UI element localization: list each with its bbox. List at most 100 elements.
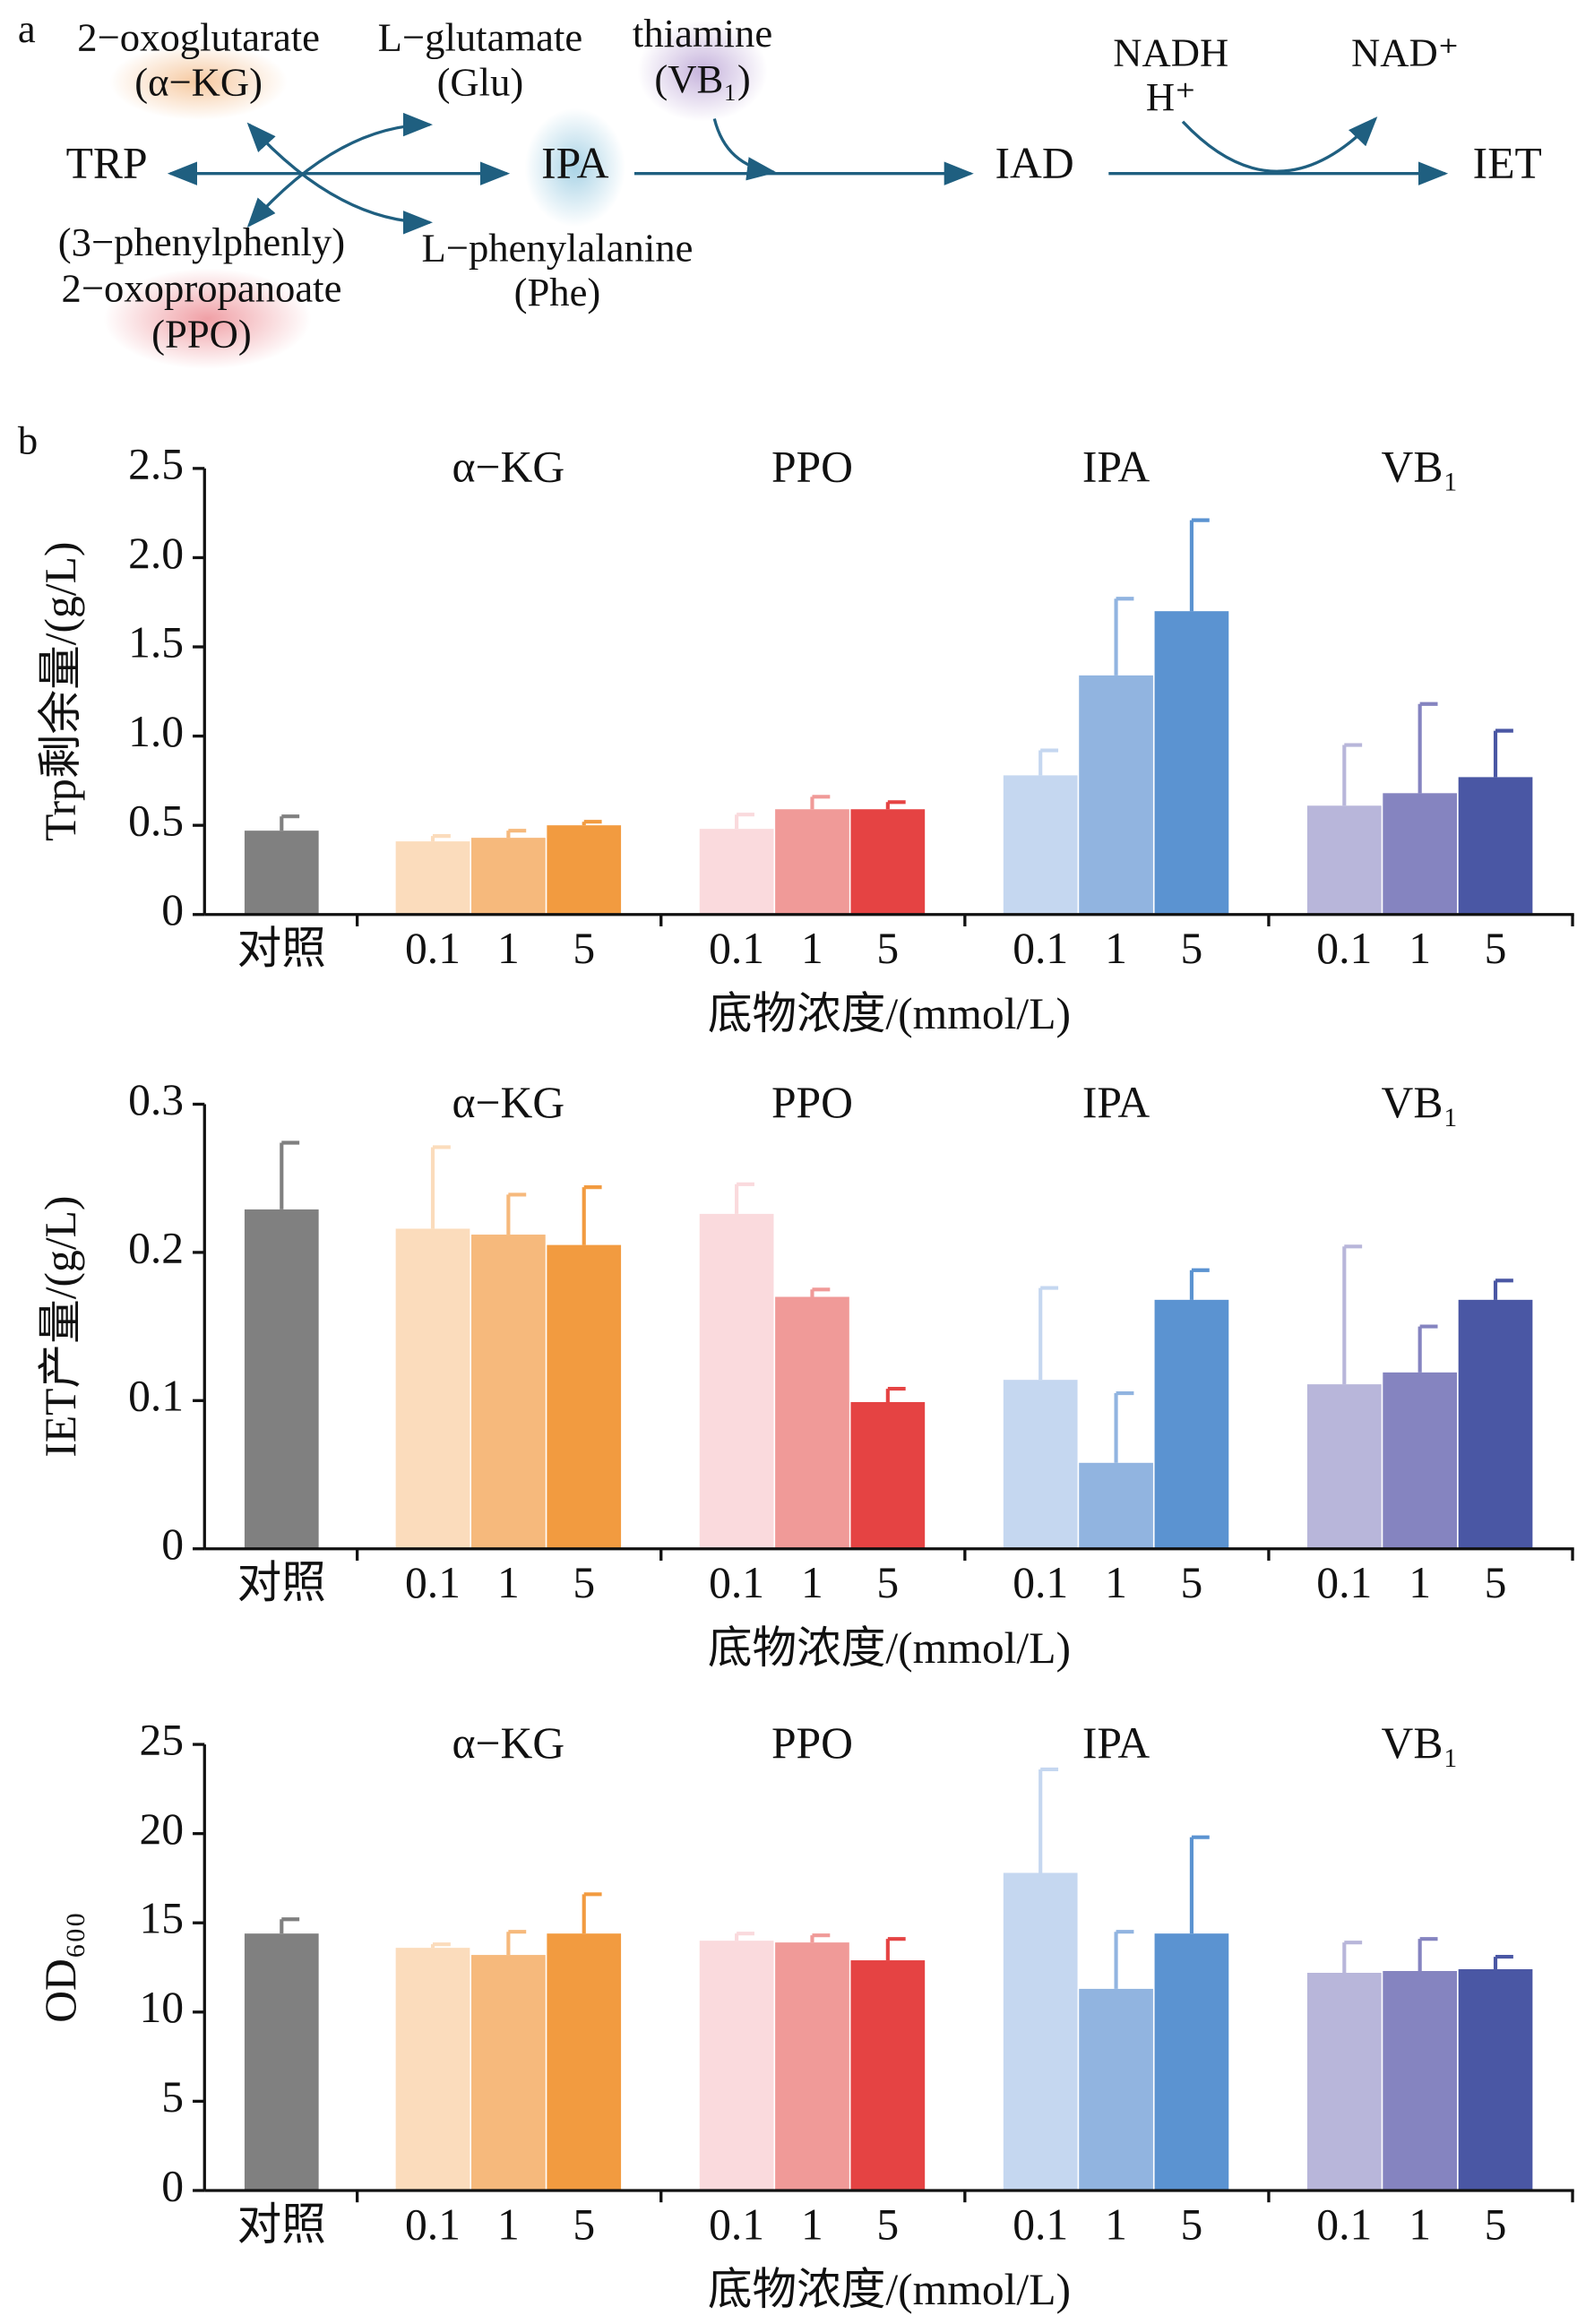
x-tick-label: 1: [1105, 1558, 1127, 1607]
bar: [244, 1209, 319, 1549]
label: (Phe): [514, 270, 601, 314]
error-bar: [885, 1937, 906, 1961]
y-tick-label: 25: [140, 1715, 185, 1764]
bar: [1458, 1969, 1533, 2191]
bar: [1079, 1988, 1153, 2191]
x-tick-label: 5: [876, 2199, 899, 2249]
x-tick-label: 5: [1485, 2199, 1507, 2249]
chart: 对照 0.1 1 5 0.1 1 5 0.1 1 5 0.1 1 5 0 0.5 1.0 1.5 2.0 2.5 α−…: [36, 439, 1574, 1038]
x-tick-label: 1: [497, 1558, 520, 1607]
bar: [1154, 611, 1229, 915]
panel-label: b: [18, 418, 38, 463]
error-bar: [582, 820, 602, 826]
node: IPA: [541, 138, 609, 187]
node: IAD: [995, 138, 1073, 187]
y-axis-label: OD₆₀₀: [36, 1912, 85, 2023]
group-label: IPA: [1082, 443, 1150, 492]
bar: [1383, 1372, 1458, 1549]
bar: [775, 1296, 849, 1549]
bar: [395, 1948, 470, 2191]
x-tick-label: 1: [1409, 2199, 1431, 2249]
y-tick-label: 0.3: [128, 1075, 184, 1124]
label: (3−phenylphenly): [58, 219, 345, 264]
bar: [1154, 1933, 1229, 2191]
group-label: PPO: [771, 1078, 853, 1127]
error-bar: [810, 1287, 831, 1297]
x-tick-label: 5: [1181, 2199, 1203, 2249]
bar: [244, 1933, 319, 2191]
bar: [1383, 793, 1458, 915]
error-bar: [810, 795, 831, 810]
error-bar: [1342, 1244, 1363, 1385]
error-bar: [735, 1932, 754, 1941]
bar: [1079, 675, 1153, 915]
x-tick-label: 对照: [237, 1558, 326, 1607]
bar: [775, 809, 849, 915]
bar: [850, 1401, 926, 1549]
error-bar: [885, 1387, 906, 1402]
error-bar: [506, 829, 527, 839]
x-tick-label: 0.1: [405, 2199, 461, 2249]
error-bar: [280, 1140, 300, 1209]
y-tick-label: 0: [161, 1519, 184, 1569]
x-tick-label: 1: [1409, 924, 1431, 973]
x-tick-label: 5: [1485, 924, 1507, 973]
error-bar: [582, 1892, 602, 1934]
x-tick-label: 0.1: [1013, 924, 1068, 973]
y-tick-label: 2.5: [128, 439, 184, 488]
error-bar: [506, 1930, 527, 1956]
error-bar: [280, 814, 300, 831]
error-bar: [735, 813, 754, 830]
panel-label: a: [18, 6, 36, 51]
label: L−glutamate: [378, 15, 583, 60]
bar: [395, 841, 470, 915]
bar: [1306, 1384, 1382, 1549]
error-bar: [735, 1182, 754, 1214]
bar: [1458, 777, 1533, 915]
bar: [244, 831, 319, 915]
label: L−phenylalanine: [421, 226, 693, 271]
y-tick-label: 20: [140, 1804, 185, 1854]
y-tick-label: 1.5: [128, 617, 184, 667]
bar: [547, 1933, 622, 2191]
error-bar: [810, 1933, 831, 1943]
x-tick-label: 5: [573, 924, 595, 973]
x-tick-label: 5: [1485, 1558, 1507, 1607]
group-label: PPO: [771, 1718, 853, 1768]
bar: [850, 1960, 926, 2191]
x-tick-label: 0.1: [405, 1558, 461, 1607]
arrows: [167, 112, 1449, 235]
x-axis-label: 底物浓度/(mmol/L): [708, 989, 1071, 1038]
x-tick-label: 1: [497, 2199, 520, 2249]
label: thiamine: [633, 11, 772, 56]
group-label: VB₁: [1382, 443, 1459, 492]
x-tick-label: 5: [573, 1558, 595, 1607]
x-tick-label: 5: [876, 924, 899, 973]
chart: 对照 0.1 1 5 0.1 1 5 0.1 1 5 0.1 1 5 0 0.1 0.2 0.3 α−KG PPO I…: [36, 1075, 1574, 1673]
x-tick-label: 对照: [237, 2199, 326, 2249]
x-tick-label: 0.1: [405, 924, 461, 973]
error-bar: [1114, 1390, 1134, 1463]
error-bar: [506, 1192, 527, 1235]
y-tick-label: 5: [161, 2072, 184, 2122]
error-bar: [1189, 1835, 1210, 1934]
error-bar: [1493, 728, 1513, 778]
group-label: VB₁: [1382, 1718, 1459, 1768]
y-tick-label: 0.5: [128, 796, 184, 846]
x-tick-label: 0.1: [1316, 2199, 1372, 2249]
label: (PPO): [151, 312, 252, 357]
error-bar: [280, 1917, 300, 1934]
error-bar: [1418, 1937, 1438, 1972]
label: (α−KG): [134, 59, 263, 104]
error-bar: [1493, 1955, 1513, 1970]
group-label: IPA: [1082, 1718, 1150, 1768]
node: TRP: [66, 138, 148, 187]
error-bar: [1114, 597, 1134, 676]
bar: [1003, 1380, 1078, 1549]
error-bar: [1189, 1268, 1210, 1300]
bar: [471, 1235, 546, 1549]
group-label: α−KG: [452, 1718, 565, 1768]
x-tick-label: 5: [876, 1558, 899, 1607]
